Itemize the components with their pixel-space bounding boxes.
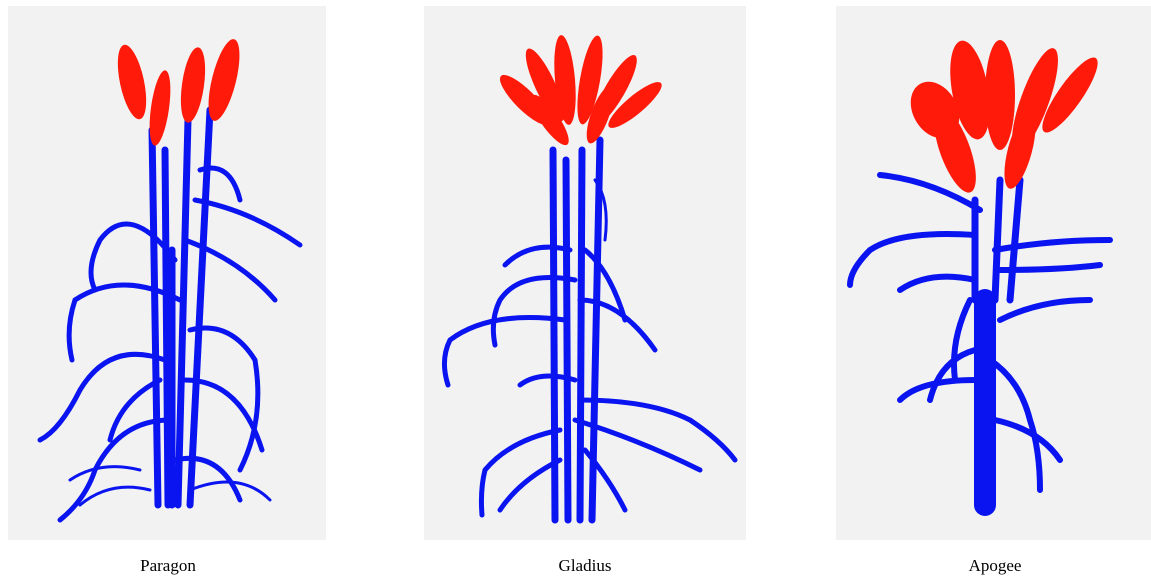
- figure: Paragon Gladius: [0, 0, 1151, 581]
- panel-gladius: Gladius: [424, 6, 746, 575]
- panel-paragon: Paragon: [8, 6, 326, 575]
- panel-apogee: Apogee: [836, 6, 1151, 575]
- panel-caption: Gladius: [559, 556, 612, 575]
- panel-caption: Paragon: [140, 556, 196, 575]
- panel-caption: Apogee: [969, 556, 1022, 575]
